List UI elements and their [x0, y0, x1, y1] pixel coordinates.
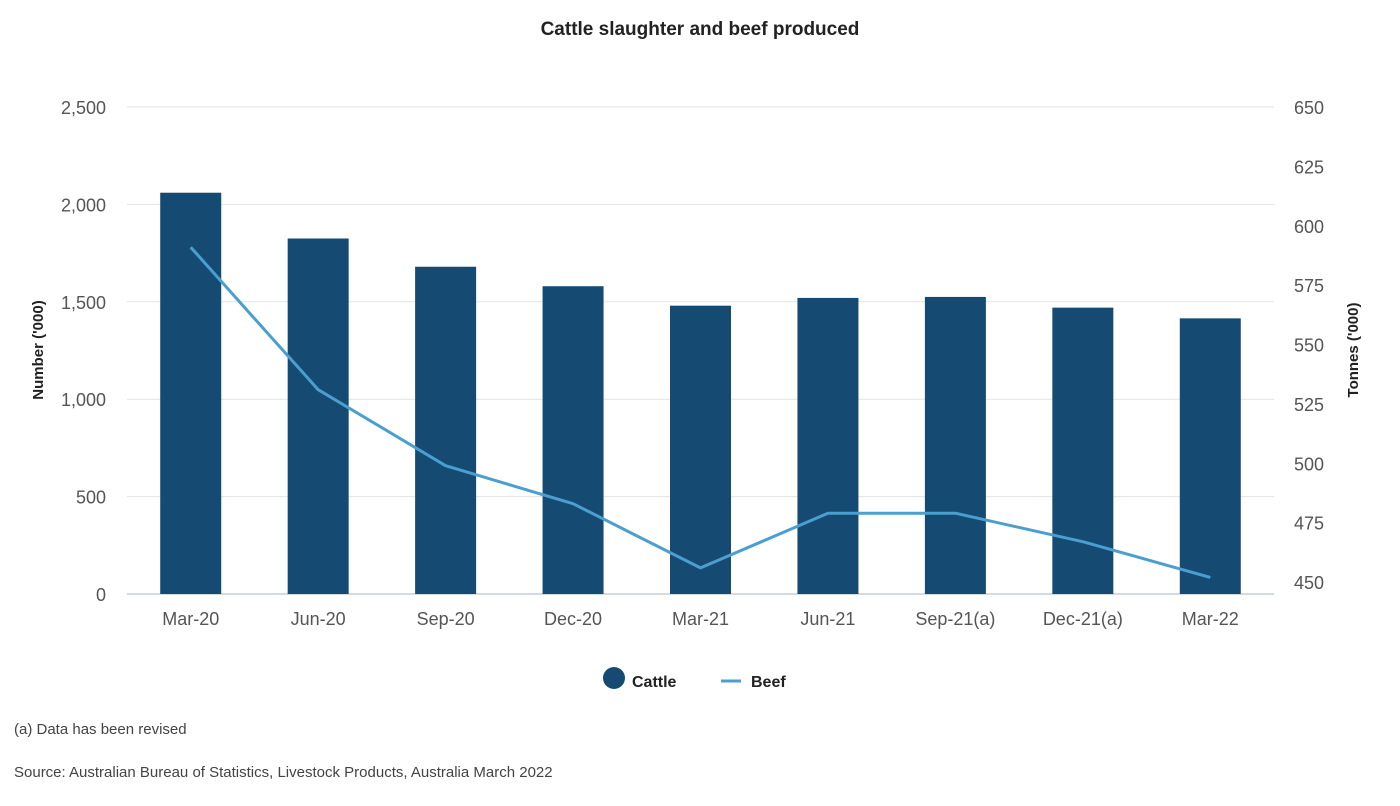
x-tick-label: Mar-20	[162, 609, 219, 629]
right-tick-label: 475	[1294, 514, 1324, 534]
cattle-bar	[1052, 307, 1114, 594]
legend-beef-label: Beef	[751, 674, 786, 691]
legend: Cattle Beef	[603, 667, 786, 691]
x-tick-label: Sep-21(a)	[915, 609, 995, 629]
x-tick-label: Mar-22	[1182, 609, 1239, 629]
right-tick-label: 450	[1294, 573, 1324, 593]
cattle-bar	[1179, 318, 1241, 594]
cattle-bars	[160, 192, 1241, 595]
beef-line-series	[189, 246, 1211, 579]
legend-cattle-label: Cattle	[632, 674, 677, 691]
x-axis: Mar-20 Jun-20 Sep-20 Dec-20 Mar-21 Jun-21 Sep-…	[162, 609, 1239, 629]
left-tick-label: 500	[76, 488, 106, 508]
x-tick-label: Mar-21	[672, 609, 729, 629]
x-tick-label: Jun-21	[800, 609, 855, 629]
right-tick-label: 550	[1294, 336, 1324, 356]
legend-cattle-marker	[603, 667, 625, 689]
right-tick-label: 600	[1294, 217, 1324, 237]
chart-title: Cattle slaughter and beef produced	[541, 19, 860, 40]
cattle-bar	[797, 297, 859, 594]
right-axis: 450 475 500 525 550 575 600 625 650	[1294, 98, 1324, 593]
legend-item-beef[interactable]: Beef	[721, 674, 786, 691]
cattle-bar	[287, 238, 349, 595]
right-axis-title: Tonnes ('000)	[1345, 303, 1362, 398]
cattle-bar	[670, 305, 731, 594]
left-tick-label: 1,000	[61, 390, 106, 410]
x-tick-label: Dec-20	[544, 609, 602, 629]
left-tick-label: 1,500	[61, 293, 106, 313]
left-tick-label: 2,000	[61, 195, 106, 215]
revised-note: (a) Data has been revised	[14, 721, 187, 738]
left-tick-label: 2,500	[61, 98, 106, 118]
source-note: Source: Australian Bureau of Statistics,…	[14, 764, 553, 781]
cattle-bar	[160, 192, 222, 594]
x-tick-label: Jun-20	[291, 609, 346, 629]
legend-item-cattle[interactable]: Cattle	[603, 667, 677, 691]
right-tick-label: 525	[1294, 395, 1324, 415]
x-tick-label: Sep-20	[417, 609, 475, 629]
cattle-bar	[542, 286, 604, 594]
left-tick-label: 0	[96, 585, 106, 605]
right-tick-label: 500	[1294, 454, 1324, 474]
cattle-bar	[415, 266, 477, 594]
right-tick-label: 625	[1294, 157, 1324, 177]
left-axis-title: Number ('000)	[30, 300, 47, 399]
left-axis: 0 500 1,000 1,500 2,000 2,500	[61, 98, 106, 605]
x-tick-label: Dec-21(a)	[1043, 609, 1123, 629]
cattle-bar	[924, 296, 986, 594]
right-tick-label: 575	[1294, 276, 1324, 296]
right-tick-label: 650	[1294, 98, 1324, 118]
